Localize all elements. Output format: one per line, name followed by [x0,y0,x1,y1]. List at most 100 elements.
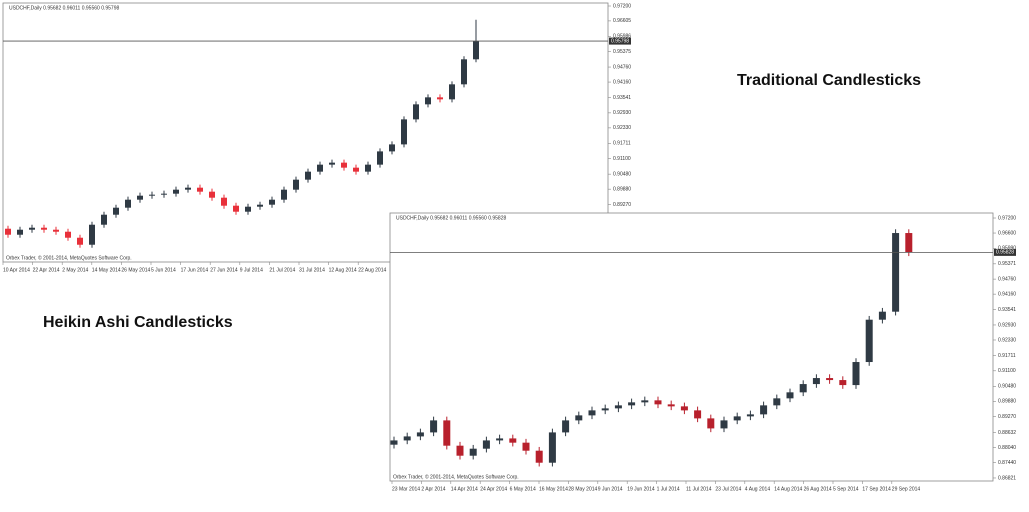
x-tick-label: 24 Apr 2014 [480,486,507,492]
x-tick-label: 11 Jul 2014 [686,486,712,492]
x-tick-label: 12 Aug 2014 [329,267,357,273]
x-tick-label: 26 May 2014 [121,267,150,273]
candle-body [496,438,504,441]
candle-body [522,442,530,451]
y-tick-label: 0.86821 [998,475,1016,481]
candle-body [425,97,431,105]
candle-body [413,104,419,120]
candle-body [575,415,583,421]
y-tick-label: 0.94760 [613,64,631,70]
y-tick-label: 0.97200 [998,215,1016,221]
x-tick-label: 22 Aug 2014 [358,267,386,273]
y-tick-label: 0.90480 [998,384,1016,390]
candle-body [614,405,622,409]
candle-body [707,418,715,429]
candle-body [588,410,596,416]
x-tick-label: 21 Jul 2014 [269,267,295,273]
candle-body [865,319,873,363]
candle-body [305,171,311,180]
candle-body [341,162,347,168]
y-tick-label: 0.91711 [998,353,1016,359]
candle-body [601,408,609,411]
candle-body [535,450,543,463]
candle-body [839,380,847,386]
candle-body [197,187,203,192]
candle-body [430,420,438,433]
candle-body [562,420,570,433]
candle-body [353,167,359,172]
candle-body [694,410,702,419]
candle-body [245,206,251,212]
y-tick-label: 0.89880 [613,187,631,193]
candle-body [437,97,443,100]
x-tick-label: 17 Jun 2014 [181,267,209,273]
y-tick-label: 0.93541 [998,307,1016,313]
x-tick-label: 5 Jun 2014 [151,267,176,273]
candle-body [461,59,467,85]
chart-header: USDCHF,Daily 0.95682 0.96011 0.95560 0.9… [9,5,119,11]
y-tick-label: 0.87440 [998,460,1016,466]
chart-caption: Traditional Candlesticks [737,72,921,89]
x-tick-label: 28 May 2014 [568,486,597,492]
candle-body [746,414,754,417]
candle-body [65,231,71,238]
candle-body [509,438,517,443]
x-tick-label: 27 Jun 2014 [210,267,238,273]
candle-body [667,404,675,407]
current-price-label: 0.95798 [611,38,629,44]
candle-body [456,445,464,456]
chart-panel: USDCHF,Daily 0.95682 0.96011 0.95560 0.9… [2,2,631,273]
candle-body [293,179,299,190]
y-tick-label: 0.89880 [998,399,1016,405]
x-tick-label: 14 Apr 2014 [451,486,478,492]
candle-body [53,229,59,232]
candle-body [281,189,287,200]
y-tick-label: 0.95375 [613,49,631,55]
candle-body [641,400,649,403]
candle-body [786,392,794,399]
candle-body [329,162,335,165]
candle-body [389,144,395,152]
candle-body [628,402,636,406]
current-price-label: 0.95828 [996,250,1014,256]
y-tick-label: 0.93541 [613,95,631,101]
candle-body [390,440,398,445]
x-tick-label: 26 Aug 2014 [804,486,832,492]
x-tick-label: 29 Sep 2014 [892,486,921,492]
candle-body [317,164,323,172]
candle-body [137,195,143,200]
x-tick-label: 6 May 2014 [510,486,536,492]
x-tick-label: 10 Apr 2014 [3,267,30,273]
chart-panel: USDCHF,Daily 0.95682 0.96011 0.95560 0.9… [389,212,1016,492]
candle-body [799,384,807,393]
y-tick-label: 0.89270 [998,414,1016,420]
candle-body [257,204,263,207]
x-tick-label: 22 Apr 2014 [33,267,60,273]
y-tick-label: 0.89270 [613,202,631,208]
y-tick-label: 0.94160 [998,291,1016,297]
candle-body [773,398,781,406]
candle-body [654,400,662,405]
x-tick-label: 31 Jul 2014 [299,267,325,273]
y-tick-label: 0.97200 [613,3,631,9]
y-tick-label: 0.96600 [998,230,1016,236]
candle-body [892,233,900,312]
chart-footer: Orbex Trader, © 2001-2014, MetaQuotes So… [393,473,519,480]
x-tick-label: 23 Jul 2014 [715,486,741,492]
current-price-box [994,248,1016,256]
plot-frame [389,212,994,482]
candle-body [449,84,455,100]
candle-body [161,193,167,195]
candle-body [149,194,155,196]
candle-body [403,436,411,441]
y-tick-label: 0.90480 [613,171,631,177]
x-tick-label: 14 Aug 2014 [774,486,802,492]
candle-body [416,432,424,437]
candle-body [469,448,477,456]
candle-body [41,227,47,230]
y-tick-label: 0.92330 [613,125,631,131]
candle-body [221,197,227,206]
chart-caption: Heikin Ashi Candlesticks [43,314,233,331]
candle-body [269,199,275,205]
